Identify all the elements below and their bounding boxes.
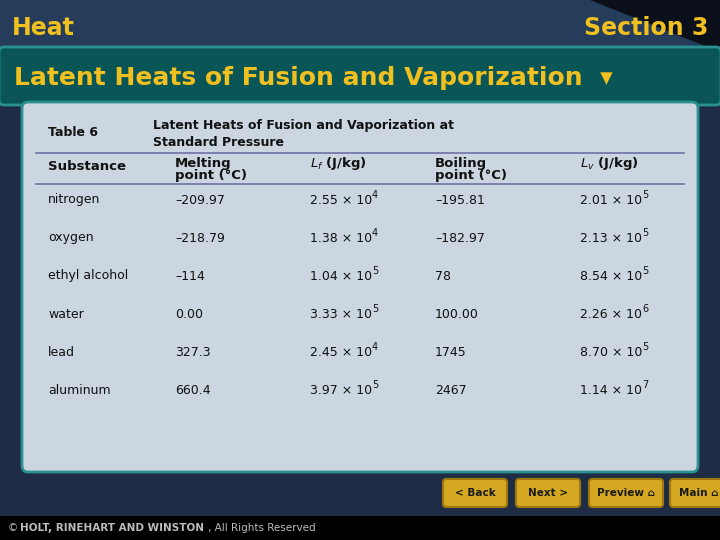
Text: Substance: Substance xyxy=(48,160,126,173)
Text: 2.45 × 10: 2.45 × 10 xyxy=(310,346,372,359)
Polygon shape xyxy=(590,0,720,52)
FancyBboxPatch shape xyxy=(516,479,580,507)
Text: oxygen: oxygen xyxy=(48,232,94,245)
Text: 4: 4 xyxy=(372,228,378,238)
Text: , All Rights Reserved: , All Rights Reserved xyxy=(208,523,315,533)
Text: water: water xyxy=(48,307,84,321)
Text: point (°C): point (°C) xyxy=(175,170,247,183)
Text: 4: 4 xyxy=(372,190,378,200)
Text: 3.97 × 10: 3.97 × 10 xyxy=(310,383,372,396)
Text: 100.00: 100.00 xyxy=(435,307,479,321)
Text: 78: 78 xyxy=(435,269,451,282)
Text: Preview ⌂: Preview ⌂ xyxy=(597,488,655,498)
FancyBboxPatch shape xyxy=(670,479,720,507)
Text: 5: 5 xyxy=(642,266,648,276)
Text: 5: 5 xyxy=(372,304,378,314)
Text: Latent Heats of Fusion and Vaporization  ▾: Latent Heats of Fusion and Vaporization … xyxy=(14,66,613,90)
FancyBboxPatch shape xyxy=(589,479,663,507)
Text: 4: 4 xyxy=(372,342,378,352)
Text: Latent Heats of Fusion and Vaporization at: Latent Heats of Fusion and Vaporization … xyxy=(153,119,454,132)
Text: 1.04 × 10: 1.04 × 10 xyxy=(310,269,372,282)
Text: ethyl alcohol: ethyl alcohol xyxy=(48,269,128,282)
Text: Table 6: Table 6 xyxy=(48,125,98,138)
Text: –182.97: –182.97 xyxy=(435,232,485,245)
FancyBboxPatch shape xyxy=(22,102,698,472)
Text: $L_f$ (J/kg): $L_f$ (J/kg) xyxy=(310,154,366,172)
Bar xyxy=(0,516,720,540)
Text: nitrogen: nitrogen xyxy=(48,193,100,206)
Text: 1.38 × 10: 1.38 × 10 xyxy=(310,232,372,245)
Text: Next >: Next > xyxy=(528,488,568,498)
Text: 5: 5 xyxy=(642,342,648,352)
Text: Section 3: Section 3 xyxy=(584,16,708,40)
Bar xyxy=(0,0,720,50)
Text: 5: 5 xyxy=(372,380,378,390)
Text: Melting: Melting xyxy=(175,157,232,170)
Text: 2.13 × 10: 2.13 × 10 xyxy=(580,232,642,245)
Text: 5: 5 xyxy=(372,266,378,276)
Text: ©: © xyxy=(8,523,22,533)
Text: 2.55 × 10: 2.55 × 10 xyxy=(310,193,372,206)
Text: lead: lead xyxy=(48,346,75,359)
Text: Boiling: Boiling xyxy=(435,157,487,170)
Text: –218.79: –218.79 xyxy=(175,232,225,245)
Text: 1745: 1745 xyxy=(435,346,467,359)
Text: –195.81: –195.81 xyxy=(435,193,485,206)
Text: $L_v$ (J/kg): $L_v$ (J/kg) xyxy=(580,154,639,172)
Text: aluminum: aluminum xyxy=(48,383,111,396)
Text: 7: 7 xyxy=(642,380,648,390)
FancyBboxPatch shape xyxy=(0,47,720,105)
Text: point (°C): point (°C) xyxy=(435,170,507,183)
Text: 2.26 × 10: 2.26 × 10 xyxy=(580,307,642,321)
Text: HOLT, RINEHART AND WINSTON: HOLT, RINEHART AND WINSTON xyxy=(20,523,204,533)
Text: 3.33 × 10: 3.33 × 10 xyxy=(310,307,372,321)
Text: Standard Pressure: Standard Pressure xyxy=(153,136,284,148)
FancyBboxPatch shape xyxy=(443,479,507,507)
Text: 660.4: 660.4 xyxy=(175,383,211,396)
Text: –114: –114 xyxy=(175,269,205,282)
Text: 327.3: 327.3 xyxy=(175,346,211,359)
Text: Heat: Heat xyxy=(12,16,75,40)
Text: 1.14 × 10: 1.14 × 10 xyxy=(580,383,642,396)
Text: 8.54 × 10: 8.54 × 10 xyxy=(580,269,642,282)
Text: 2.01 × 10: 2.01 × 10 xyxy=(580,193,642,206)
Text: 6: 6 xyxy=(642,304,648,314)
Text: 5: 5 xyxy=(642,228,648,238)
Text: –209.97: –209.97 xyxy=(175,193,225,206)
Text: 5: 5 xyxy=(642,190,648,200)
Text: Main ⌂: Main ⌂ xyxy=(679,488,719,498)
Text: 0.00: 0.00 xyxy=(175,307,203,321)
Text: 2467: 2467 xyxy=(435,383,467,396)
Text: < Back: < Back xyxy=(454,488,495,498)
Text: 8.70 × 10: 8.70 × 10 xyxy=(580,346,642,359)
